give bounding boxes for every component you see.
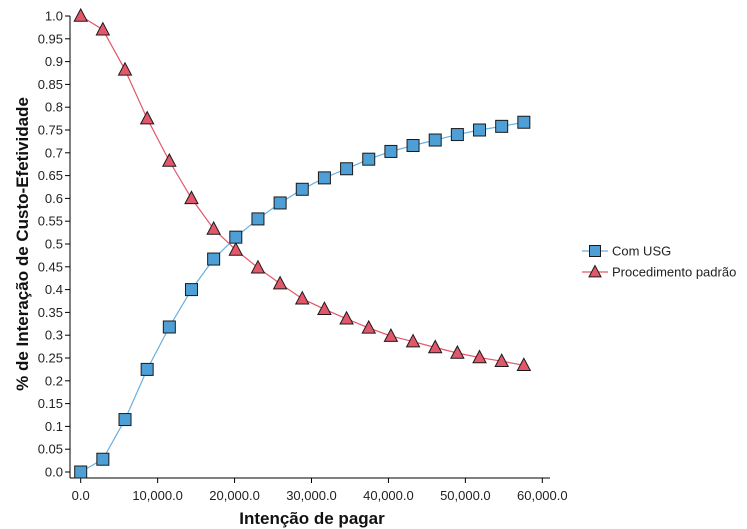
triangle-marker [206,220,221,235]
triangle-marker [161,152,177,167]
triangle-marker [272,275,288,290]
triangle-marker [294,290,310,305]
x-tick-label: 40,000.0 [363,488,414,503]
y-tick-label: 0.15 [38,396,63,411]
y-tick-label: 0.0 [45,465,63,480]
y-tick-label: 0.65 [38,168,63,183]
y-tick-label: 0.95 [38,31,63,46]
x-tick-label: 10,000.0 [132,488,183,503]
y-tick-label: 0.55 [38,214,63,229]
square-marker [295,182,309,196]
y-tick-label: 0.45 [38,259,63,274]
y-tick-label: 0.8 [45,100,63,115]
legend-label: Com USG [612,244,671,259]
square-marker [74,465,88,479]
square-marker [450,128,464,142]
triangle-marker [405,333,421,348]
square-marker [162,320,176,334]
triangle-marker [139,110,155,125]
y-tick-label: 1.0 [45,9,63,24]
y-tick-label: 0.3 [45,328,63,343]
triangle-marker [250,259,266,274]
triangle-marker [516,357,532,372]
square-marker [118,413,132,427]
y-tick-label: 0.6 [45,191,63,206]
square-marker [229,230,243,244]
y-tick-label: 0.7 [45,145,63,160]
y-tick-label: 0.1 [45,419,63,434]
square-marker [473,123,487,137]
legend: Com USG Procedimento padrão [582,244,736,280]
triangle-marker [383,328,399,342]
square-marker [96,452,110,466]
series-layer [73,7,532,479]
square-marker [317,171,331,185]
triangle-marker [117,61,133,76]
legend-label: Procedimento padrão [612,265,736,280]
x-tick-label: 0.0 [72,488,90,503]
triangle-marker [95,21,111,36]
x-axis-ticks: 0.0 10,000.0 20,000.0 30,000.0 40,000.0 50,00… [72,478,568,503]
series-procedimento-padrao [73,7,532,372]
y-tick-label: 0.9 [45,54,63,69]
square-marker [384,144,398,158]
x-axis-title: Intenção de pagar [239,509,385,528]
x-tick-label: 50,000.0 [440,488,491,503]
square-marker [207,252,221,266]
square-marker [362,152,376,166]
y-tick-label: 0.5 [45,237,63,252]
square-marker [140,362,154,376]
series-com-usg [74,115,531,479]
triangle-marker [184,190,199,205]
triangle-marker [450,344,465,359]
triangle-marker [228,241,244,256]
triangle-marker [494,353,510,367]
square-marker [273,196,287,210]
y-tick-label: 0.85 [38,77,63,92]
x-tick-label: 20,000.0 [209,488,260,503]
triangle-marker [472,349,487,364]
x-tick-label: 30,000.0 [286,488,337,503]
square-marker [406,139,420,153]
square-marker [517,115,531,129]
square-marker [428,133,442,147]
y-tick-label: 0.4 [45,282,63,297]
y-axis-ticks: 0.0 0.05 0.1 0.15 0.2 0.25 0.3 0.35 0.4 0.45 0.5 0.… [38,9,70,480]
triangle-marker [427,339,443,354]
square-marker [184,283,198,297]
square-marker [589,245,601,257]
triangle-marker [588,264,602,278]
triangle-marker [317,301,332,315]
triangle-marker [339,310,354,325]
square-marker [340,162,354,176]
y-tick-label: 0.75 [38,123,63,138]
square-marker [495,119,509,133]
triangle-marker [361,319,377,334]
y-tick-label: 0.35 [38,305,63,320]
square-marker [251,212,265,226]
y-tick-label: 0.05 [38,442,63,457]
y-tick-label: 0.2 [45,373,63,388]
x-tick-label: 60,000.0 [517,488,568,503]
triangle-marker [73,7,89,22]
y-axis-title: % de Interação de Custo-Efetividade [13,97,32,391]
y-tick-label: 0.25 [38,351,63,366]
